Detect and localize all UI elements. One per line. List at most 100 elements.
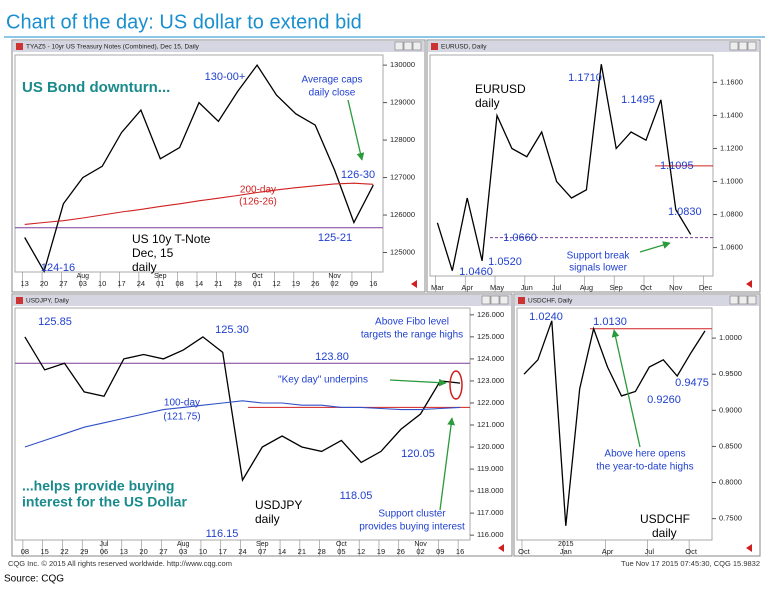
scroll-arrow [746,280,752,288]
scroll-arrow [746,544,752,552]
x-tick-label: 10 [98,279,106,288]
annotation: US 10y T-Note [132,232,211,246]
x-tick-label: 14 [195,279,203,288]
x-tick-label: 26 [397,547,405,556]
panel-icon [16,43,23,50]
x-tick-label: 20 [139,547,147,556]
annotation: 125-21 [318,232,352,244]
page-title: Chart of the day: US dollar to extend bi… [6,11,362,33]
y-tick-label: 127000 [390,173,415,182]
annotation: USDJPY [255,498,302,512]
x-tick-label: 07 [258,547,266,556]
annotation: Above Fibo level [375,317,449,328]
x-tick-label: 27 [59,279,67,288]
x-tick-label: 13 [120,547,128,556]
x-tick-label: 01 [253,279,261,288]
price-line [436,64,692,271]
x-tick-label: 05 [337,547,345,556]
x-tick-label: 22 [60,547,68,556]
x-tick-label: Oct [518,547,531,556]
y-tick-label: 0.8000 [719,478,742,487]
x-tick-label: 03 [79,279,87,288]
y-tick-label: 121.000 [477,420,504,429]
annotation: Above here opens [604,449,685,460]
x-tick-label: 12 [272,279,280,288]
annotation: 200-day [240,185,276,196]
y-tick-label: 119.000 [477,464,504,473]
x-tick-label: 12 [357,547,365,556]
y-tick-label: 124.000 [477,354,504,363]
x-tick-label: 27 [159,547,167,556]
annotation: Dec, 15 [132,246,174,260]
annotation: 1.0830 [668,206,702,218]
annotation: 1.0130 [593,316,627,328]
x-tick-label: Apr [461,283,473,292]
window-button [738,41,748,51]
x-tick-label: 16 [369,279,377,288]
price-line [24,400,461,448]
panel-icon [518,297,525,304]
x-upper-label: Sep [256,541,269,548]
y-tick-label: 0.9500 [719,369,742,378]
annotation: US Bond downturn... [22,79,170,96]
x-tick-label: Nov [669,283,683,292]
annotation: EURUSD [475,82,526,96]
annotation: the year-to-date highs [596,462,693,473]
annotation: interest for the US Dollar [22,494,187,510]
plot-frame [14,307,471,541]
window-button [499,295,509,305]
window-button [490,295,500,305]
annotation: Support break [567,251,631,262]
annotation: ...helps provide buying [22,478,174,494]
x-tick-label: 01 [156,279,164,288]
x-tick-label: 03 [179,547,187,556]
y-tick-label: 125000 [390,247,415,256]
x-upper-label: Aug [77,273,90,280]
x-tick-label: 08 [21,547,29,556]
annotation-arrow [347,99,365,161]
x-tick-label: 29 [80,547,88,556]
x-tick-label: 20 [40,279,48,288]
plot-frame [516,307,713,541]
y-tick-label: 0.8500 [719,441,742,450]
annotation: (126-26) [239,197,277,208]
annotation: 1.1495 [621,94,655,106]
x-tick-label: Oct [685,547,698,556]
x-tick-label: Jul [645,547,655,556]
panel-header-text: EURUSD, Daily [441,44,487,51]
annotation-arrow [639,241,671,253]
y-tick-label: 1.0600 [720,243,743,252]
x-tick-label: 13 [21,279,29,288]
plot-frame [14,54,384,273]
x-tick-label: Mar [431,283,444,292]
annotation: (121.75) [163,412,200,423]
x-tick-label: 24 [137,279,145,288]
panel [11,39,426,293]
annotation: "Key day" underpins [278,375,368,386]
annotation: 125.85 [38,316,72,328]
annotation: 125.30 [215,324,249,336]
annotation: 124-16 [41,262,75,274]
y-tick-label: 130000 [390,60,415,69]
x-tick-label: 28 [317,547,325,556]
x-tick-label: 06 [100,547,108,556]
x-tick-label: Aug [580,283,593,292]
window-button [747,41,757,51]
x-tick-label: 28 [234,279,242,288]
annotation: 120.05 [401,448,435,460]
y-tick-label: 118.000 [477,486,504,495]
window-button [729,41,739,51]
x-upper-label: Nov [414,541,427,548]
x-tick-label: Sep [610,283,623,292]
panel-header [428,41,759,52]
x-tick-label: May [490,283,504,292]
annotation: provides buying interest [359,522,465,533]
annotation: 0.9475 [675,377,709,389]
x-upper-label: Oct [336,541,347,548]
source: Source: CQG [4,574,64,585]
panel-header-text: TYAZ5 - 10yr US Treasury Notes (Combined… [26,44,200,51]
window-button [403,41,413,51]
x-tick-label: 15 [41,547,49,556]
